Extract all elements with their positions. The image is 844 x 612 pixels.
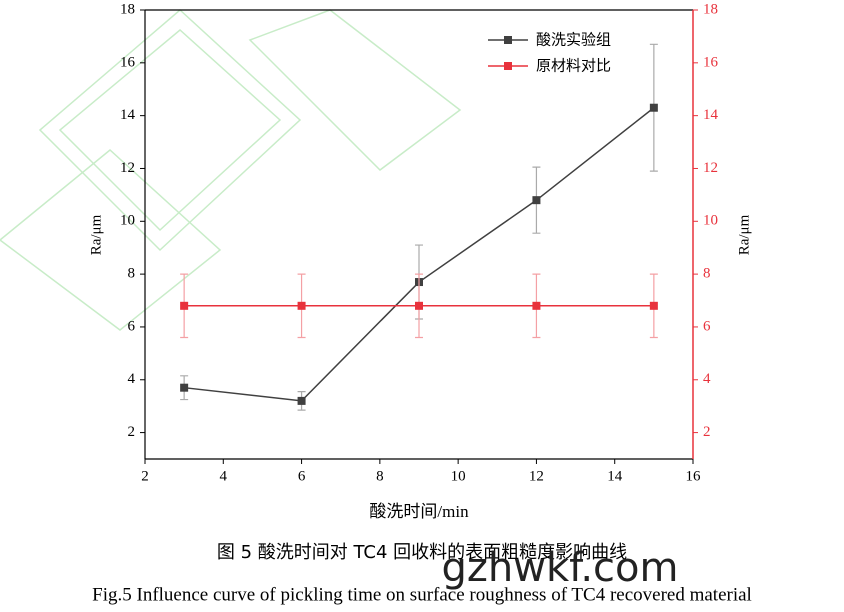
y2-tick-label: 2 — [703, 424, 711, 440]
y2-axis-label: Ra/μm — [736, 214, 752, 255]
y-tick-label: 14 — [120, 107, 136, 123]
y-tick-label: 4 — [128, 371, 136, 387]
x-axis-label: 酸洗时间/min — [369, 502, 469, 521]
watermark: gzhwkf.com — [442, 545, 679, 591]
x-tick-label: 16 — [686, 468, 702, 484]
legend-label: 酸洗实验组 — [536, 31, 611, 49]
y-tick-label: 6 — [128, 318, 136, 334]
x-tick-label: 12 — [529, 468, 544, 484]
data-point — [532, 301, 541, 310]
y2-tick-label: 14 — [703, 107, 719, 123]
legend-marker — [504, 62, 512, 70]
y-tick-label: 18 — [120, 1, 135, 17]
data-point — [297, 301, 306, 310]
y-tick-label: 16 — [120, 54, 136, 70]
data-point — [297, 396, 306, 405]
data-point — [649, 301, 658, 310]
legend-marker — [504, 36, 512, 44]
caption-zh: 图 5 酸洗时间对 TC4 回收料的表面粗糙度影响曲线 — [217, 542, 627, 563]
legend-label: 原材料对比 — [536, 57, 611, 75]
data-point — [415, 301, 423, 310]
y2-tick-label: 8 — [703, 266, 711, 282]
x-tick-label: 8 — [376, 468, 384, 484]
y-tick-label: 8 — [128, 266, 136, 282]
y2-tick-label: 4 — [703, 371, 711, 387]
x-tick-label: 2 — [141, 468, 149, 484]
y2-tick-label: 12 — [703, 160, 718, 176]
y-tick-label: 12 — [120, 160, 135, 176]
data-point — [180, 301, 189, 310]
y-axis-label: Ra/μm — [88, 214, 104, 255]
x-tick-label: 14 — [607, 468, 623, 484]
data-point — [180, 383, 189, 392]
data-point — [532, 196, 541, 205]
background-pattern — [0, 8, 462, 331]
y-tick-label: 2 — [128, 424, 136, 440]
data-point — [649, 103, 658, 112]
x-tick-label: 4 — [220, 468, 228, 484]
y2-tick-label: 10 — [703, 213, 718, 229]
x-tick-label: 10 — [451, 468, 466, 484]
y2-tick-label: 18 — [703, 1, 718, 17]
y2-tick-label: 6 — [703, 318, 711, 334]
x-tick-label: 6 — [298, 468, 306, 484]
y-tick-label: 10 — [120, 213, 135, 229]
caption-en: Fig.5 Influence curve of pickling time o… — [92, 584, 752, 605]
y2-tick-label: 16 — [703, 54, 719, 70]
